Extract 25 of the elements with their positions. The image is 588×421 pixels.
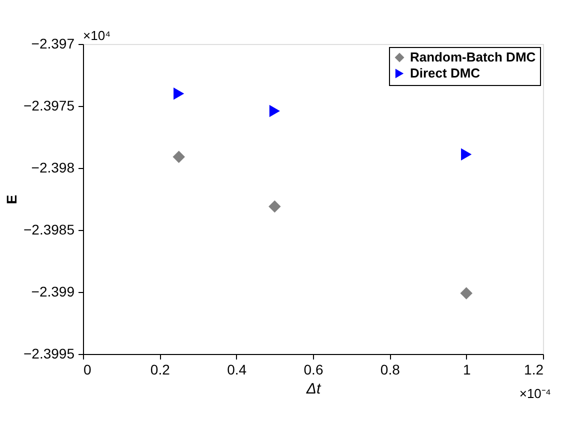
x-tick-label: 0.8	[380, 362, 400, 378]
x-axis-title: Δt	[305, 380, 322, 398]
y-tick-label: −2.399	[31, 284, 75, 300]
point	[269, 104, 280, 118]
point	[268, 200, 281, 213]
x-tick-label: 0.6	[304, 362, 324, 378]
legend-label: Direct DMC	[410, 66, 481, 80]
x-tick-label: 0.2	[150, 362, 170, 378]
point	[461, 148, 472, 160]
point	[174, 87, 184, 100]
y-tick-label: −2.3975	[24, 98, 75, 114]
x-tick-label: 0.4	[227, 362, 247, 378]
point	[460, 287, 472, 300]
legend-label: Random-Batch DMC	[410, 50, 536, 64]
y-tick-label: −2.3995	[24, 346, 75, 362]
x-tick-label: 1.2	[524, 362, 544, 378]
y-tick-label: −2.398	[31, 160, 75, 176]
y-tick-label: −2.397	[31, 36, 75, 52]
x-tick-label: 0	[84, 362, 92, 378]
y-axis-title: E	[4, 194, 20, 204]
x-tick-label: 1	[462, 362, 471, 378]
text: ×10⁻⁴	[519, 386, 551, 401]
y-tick-label: −2.3985	[24, 222, 75, 238]
point	[172, 150, 185, 163]
text: ×10⁴	[83, 28, 111, 43]
